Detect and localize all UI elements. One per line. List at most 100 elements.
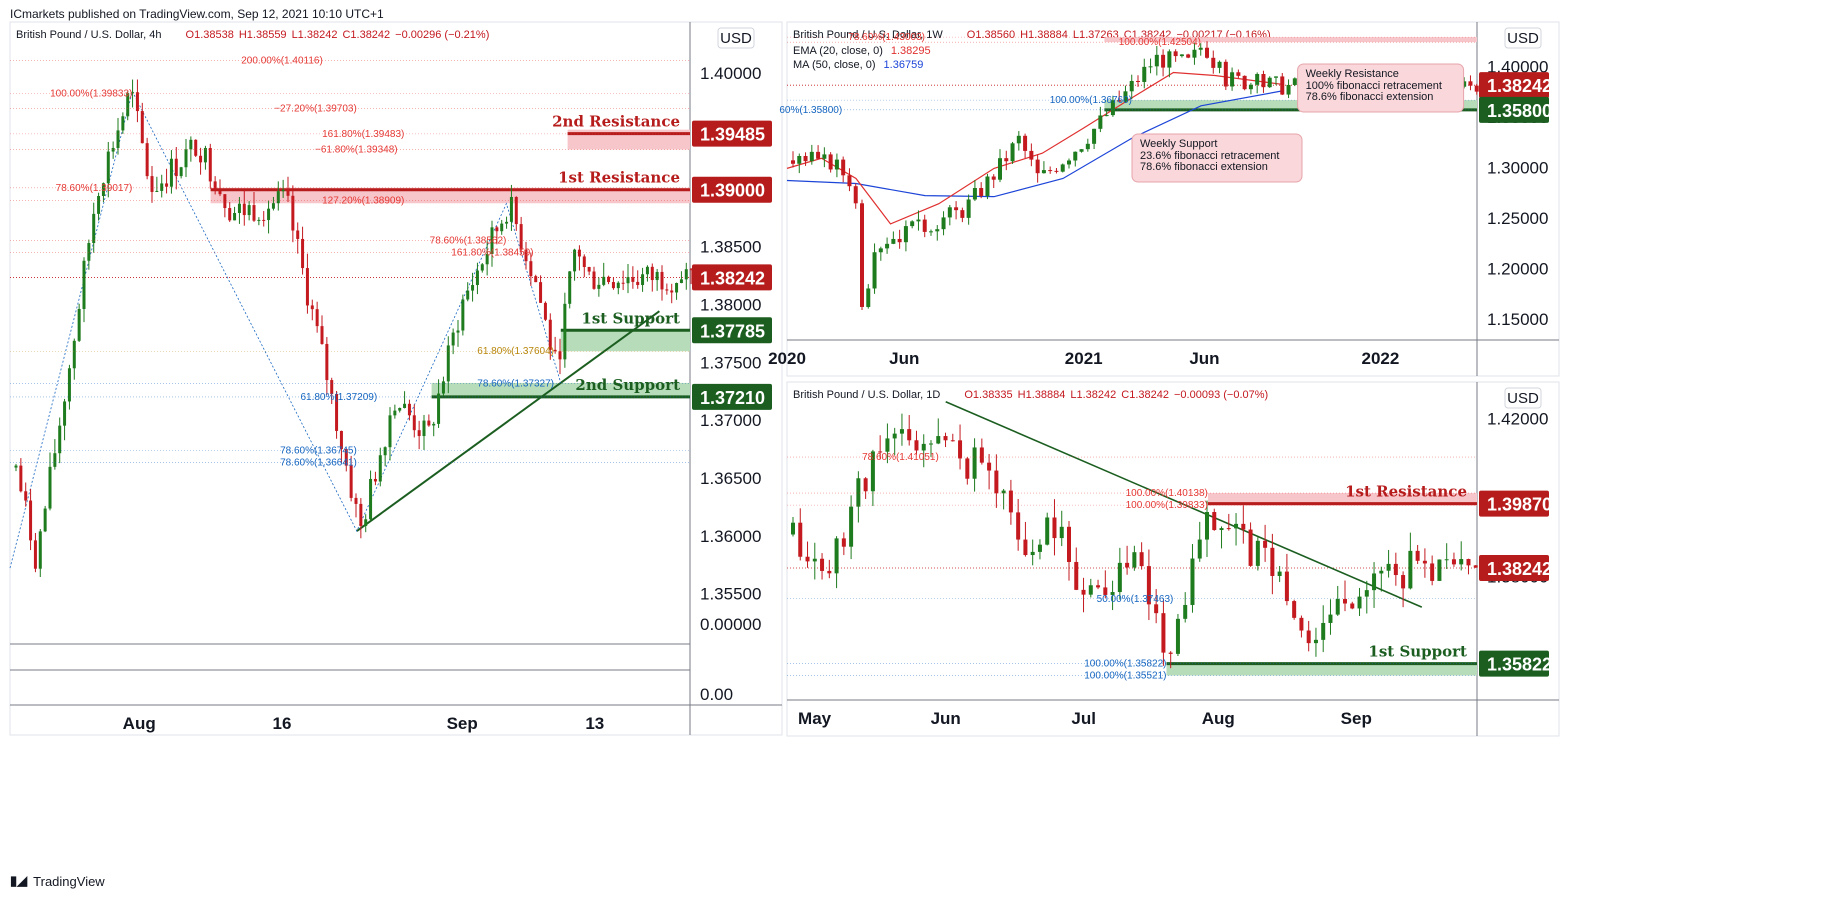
candle-body (267, 208, 271, 221)
candle-body (388, 415, 392, 448)
candle-body (972, 188, 977, 200)
fib-label: 60%(1.35800) (779, 105, 842, 116)
y-tick-label: 1.42000 (1487, 410, 1548, 429)
candle-body (1474, 85, 1479, 92)
candle-body (910, 221, 915, 227)
candle-body (1379, 570, 1384, 574)
candle-body (903, 226, 908, 243)
candle-body (271, 203, 275, 209)
candle-body (1048, 170, 1053, 172)
y-tick-label: 1.25000 (1487, 209, 1548, 228)
candle-body (1175, 618, 1180, 654)
candle-body (1117, 562, 1122, 593)
candle-body (965, 458, 970, 479)
candle-body (1408, 550, 1413, 589)
candle-body (150, 176, 154, 192)
candle-body (1430, 563, 1435, 581)
candle-body (1190, 558, 1195, 605)
candle-body (1205, 512, 1209, 540)
fib-label: 200.00%(1.40116) (241, 56, 323, 67)
candle-body (403, 403, 407, 408)
candle-body (480, 264, 484, 271)
candle-body (310, 305, 314, 310)
candle-body (155, 190, 159, 192)
candle-body (1146, 566, 1151, 605)
candle-body (1277, 571, 1282, 576)
candle-body (791, 522, 795, 535)
candle-body (242, 203, 246, 216)
candle-body (1230, 72, 1235, 87)
candle-body (1270, 547, 1275, 576)
candle-body (812, 558, 817, 562)
candle-body (1161, 54, 1166, 68)
candle-body (539, 282, 543, 303)
candle-body (1364, 590, 1369, 597)
candle-body (140, 111, 144, 144)
candle-body (1241, 523, 1246, 530)
candle-body (828, 154, 833, 170)
candle-body (67, 368, 71, 402)
y-tick-label: 1.20000 (1487, 259, 1548, 278)
candle-body (1073, 151, 1078, 161)
candle-body (286, 189, 290, 196)
candle-body (922, 219, 927, 232)
candle-body (1117, 100, 1122, 102)
candle-body (960, 210, 965, 218)
candle-body (33, 540, 37, 569)
candle-body (519, 224, 523, 250)
candle-body (582, 256, 586, 268)
candle-body (1372, 573, 1377, 591)
candle-body (1088, 585, 1093, 595)
candle-body (500, 223, 504, 232)
candle-body (514, 196, 518, 225)
fib-label: 78.60%(1.41051) (862, 452, 939, 463)
candle-body (1223, 61, 1228, 87)
candle-body (461, 299, 465, 331)
x-tick-label: Jun (889, 349, 919, 368)
y-tick-label: 1.36500 (700, 469, 761, 488)
candle-body (1186, 54, 1191, 58)
publisher-header: ICmarkets published on TradingView.com, … (10, 7, 384, 21)
candle-body (841, 538, 846, 547)
candle-body (998, 158, 1002, 180)
fib-label: 100.00%(1.39833) (50, 88, 132, 99)
candle-body (1261, 73, 1266, 88)
candle-body (1386, 563, 1391, 571)
candle-body (650, 266, 654, 281)
candle-body (174, 158, 178, 177)
uptrend-line (356, 310, 660, 532)
y-tick-label: 1.37500 (700, 353, 761, 372)
x-tick-label: Aug (123, 714, 156, 733)
candle-body (145, 143, 149, 177)
candle-body (1079, 149, 1084, 152)
candle-body (665, 289, 669, 291)
candle-body (891, 238, 896, 244)
candle-body (847, 175, 852, 187)
candle-body (1148, 66, 1153, 68)
candle-body (1267, 77, 1272, 88)
candle-body (935, 229, 940, 232)
candle-body (354, 497, 358, 504)
price-tag-label: 1.38242 (700, 268, 765, 288)
candle-body (689, 269, 693, 271)
fib-label: 61.80%(1.37209) (300, 392, 377, 403)
candle-body (1468, 81, 1473, 86)
candle-body (1343, 598, 1347, 604)
price-tag-label: 1.39000 (700, 181, 765, 201)
candle-body (899, 429, 904, 434)
chart-w1: USD British Pound / U.S. Dollar, 1W O1.385… (768, 21, 1560, 377)
candle-body (979, 188, 984, 196)
chart-title-text: British Pound / U.S. Dollar, 4h (16, 29, 162, 41)
ohlc-close: C1.38242 (1121, 389, 1169, 401)
price-tag (692, 176, 772, 203)
candle-body (330, 380, 334, 394)
candle-body (1008, 490, 1013, 513)
candle-body (451, 332, 455, 346)
candle-body (950, 440, 955, 442)
lower-pane-tick: 0.00000 (700, 615, 761, 634)
candle-body (991, 176, 996, 180)
candle-body (1060, 164, 1065, 172)
candle-body (1242, 75, 1247, 90)
currency-badge (1504, 27, 1542, 49)
